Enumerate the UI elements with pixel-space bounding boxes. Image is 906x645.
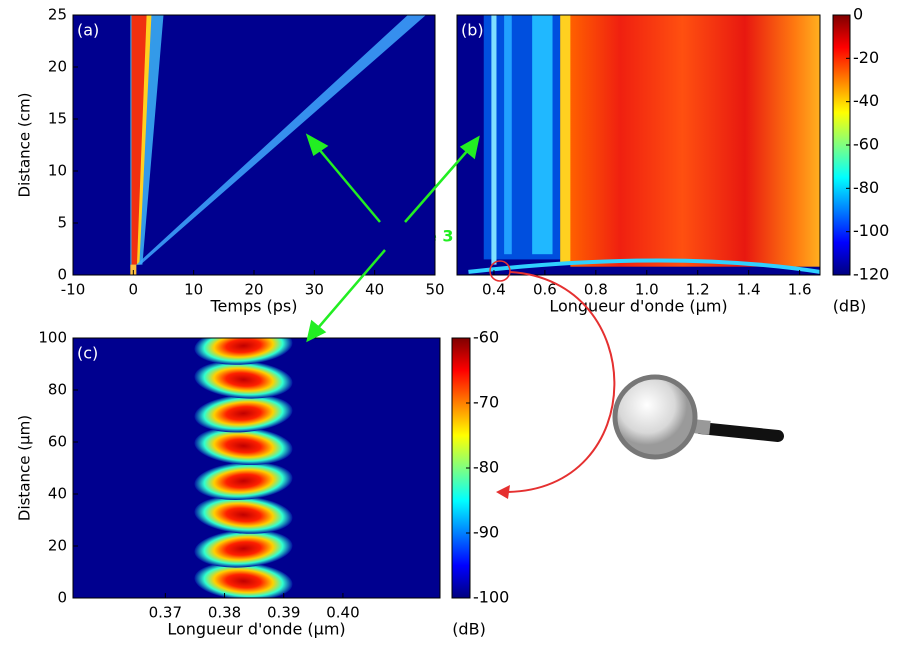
y-tick-label: 25 bbox=[48, 6, 67, 24]
plot-frame bbox=[456, 14, 821, 276]
x-tick-label: 0.37 bbox=[149, 604, 182, 622]
field-feature bbox=[136, 15, 426, 265]
panel-label: (c) bbox=[77, 344, 98, 363]
x-tick-label: 0.8 bbox=[584, 281, 608, 299]
colorbar-tick-label: -60 bbox=[853, 135, 879, 154]
x-tick-label: 0.6 bbox=[533, 281, 557, 299]
magnifier-icon bbox=[612, 374, 784, 460]
y-tick-label: 100 bbox=[38, 329, 67, 347]
plot-frame bbox=[72, 337, 441, 599]
y-tick-label: 40 bbox=[48, 485, 67, 503]
panel: (c) 0.37 0.38 0.39 0.40 0 20 40 60 80 100 Longueur … bbox=[16, 328, 510, 639]
x-axis-label: Longueur d'onde (µm) bbox=[549, 297, 727, 316]
colorbar-tick-label: -100 bbox=[473, 588, 509, 607]
colorbar-tick-label: -80 bbox=[853, 178, 879, 197]
x-axis-label: Longueur d'onde (µm) bbox=[167, 620, 345, 639]
x-tick-label: 1.0 bbox=[635, 281, 659, 299]
y-tick-label: 10 bbox=[48, 162, 67, 180]
y-axis-label: Distance (cm) bbox=[16, 93, 34, 198]
colorbar-tick-label: 0 bbox=[853, 5, 863, 24]
x-tick-label: 0.40 bbox=[326, 604, 359, 622]
colorbar-unit: (dB) bbox=[452, 620, 486, 639]
field-feature bbox=[532, 15, 553, 255]
panel-label: (a) bbox=[77, 21, 99, 40]
colorbar-unit: (dB) bbox=[833, 297, 867, 316]
colorbar-tick-label: -60 bbox=[473, 328, 499, 347]
field-feature bbox=[504, 15, 512, 255]
colorbar-tick-label: -80 bbox=[473, 458, 499, 477]
colorbar-tick-label: -100 bbox=[853, 221, 889, 240]
annotation-arrows bbox=[305, 133, 480, 343]
x-tick-label: 0.4 bbox=[482, 281, 506, 299]
x-tick-label: 1.4 bbox=[737, 281, 761, 299]
x-tick-label: -10 bbox=[61, 281, 86, 299]
y-tick-label: 15 bbox=[48, 110, 67, 128]
field-feature bbox=[194, 360, 293, 399]
y-tick-label: 20 bbox=[48, 58, 67, 76]
x-tick-label: 30 bbox=[305, 281, 324, 299]
heatmap-field bbox=[130, 15, 426, 275]
field-feature bbox=[468, 258, 820, 274]
field-feature bbox=[570, 15, 820, 267]
field-feature bbox=[131, 15, 147, 265]
x-tick-label: 0.38 bbox=[208, 604, 241, 622]
y-tick-label: 80 bbox=[48, 381, 67, 399]
x-tick-label: 50 bbox=[425, 281, 444, 299]
x-tick-label: 0 bbox=[129, 281, 139, 299]
field-feature bbox=[194, 394, 293, 433]
heatmap-field bbox=[468, 15, 820, 274]
y-tick-label: 60 bbox=[48, 433, 67, 451]
panel-label: (b) bbox=[461, 21, 484, 40]
x-tick-label: 20 bbox=[244, 281, 263, 299]
field-feature bbox=[194, 338, 293, 365]
zoom-marker bbox=[489, 260, 616, 499]
field-feature bbox=[491, 15, 497, 265]
x-tick-label: 40 bbox=[365, 281, 384, 299]
y-tick-label: 20 bbox=[48, 537, 67, 555]
y-axis-label: Distance (µm) bbox=[16, 415, 34, 521]
x-axis-label: Temps (ps) bbox=[209, 297, 297, 316]
colorbar-tick-label: -40 bbox=[853, 91, 879, 110]
x-tick-label: 10 bbox=[184, 281, 203, 299]
y-tick-label: 5 bbox=[57, 214, 67, 232]
field-feature bbox=[194, 462, 293, 500]
field-feature bbox=[194, 495, 293, 534]
field-feature bbox=[194, 529, 293, 568]
colorbar-tick-label: -120 bbox=[853, 265, 889, 284]
heatmap-field bbox=[194, 338, 293, 598]
field-feature bbox=[194, 562, 293, 598]
panel: (b) 0.4 0.6 0.8 1.0 1.2 1.4 1.6 Longueur d'onde … bbox=[456, 5, 889, 316]
y-tick-label: 0 bbox=[57, 266, 67, 284]
y-tick-label: 0 bbox=[57, 589, 67, 607]
colorbar-tick-label: -90 bbox=[473, 523, 499, 542]
x-tick-label: 0.39 bbox=[267, 604, 300, 622]
x-tick-label: 1.2 bbox=[686, 281, 710, 299]
field-feature bbox=[130, 264, 137, 275]
colorbar-tick-label: -20 bbox=[853, 48, 879, 67]
colorbar-tick-label: -70 bbox=[473, 393, 499, 412]
x-tick-label: 1.6 bbox=[788, 281, 812, 299]
field-feature bbox=[194, 426, 293, 465]
